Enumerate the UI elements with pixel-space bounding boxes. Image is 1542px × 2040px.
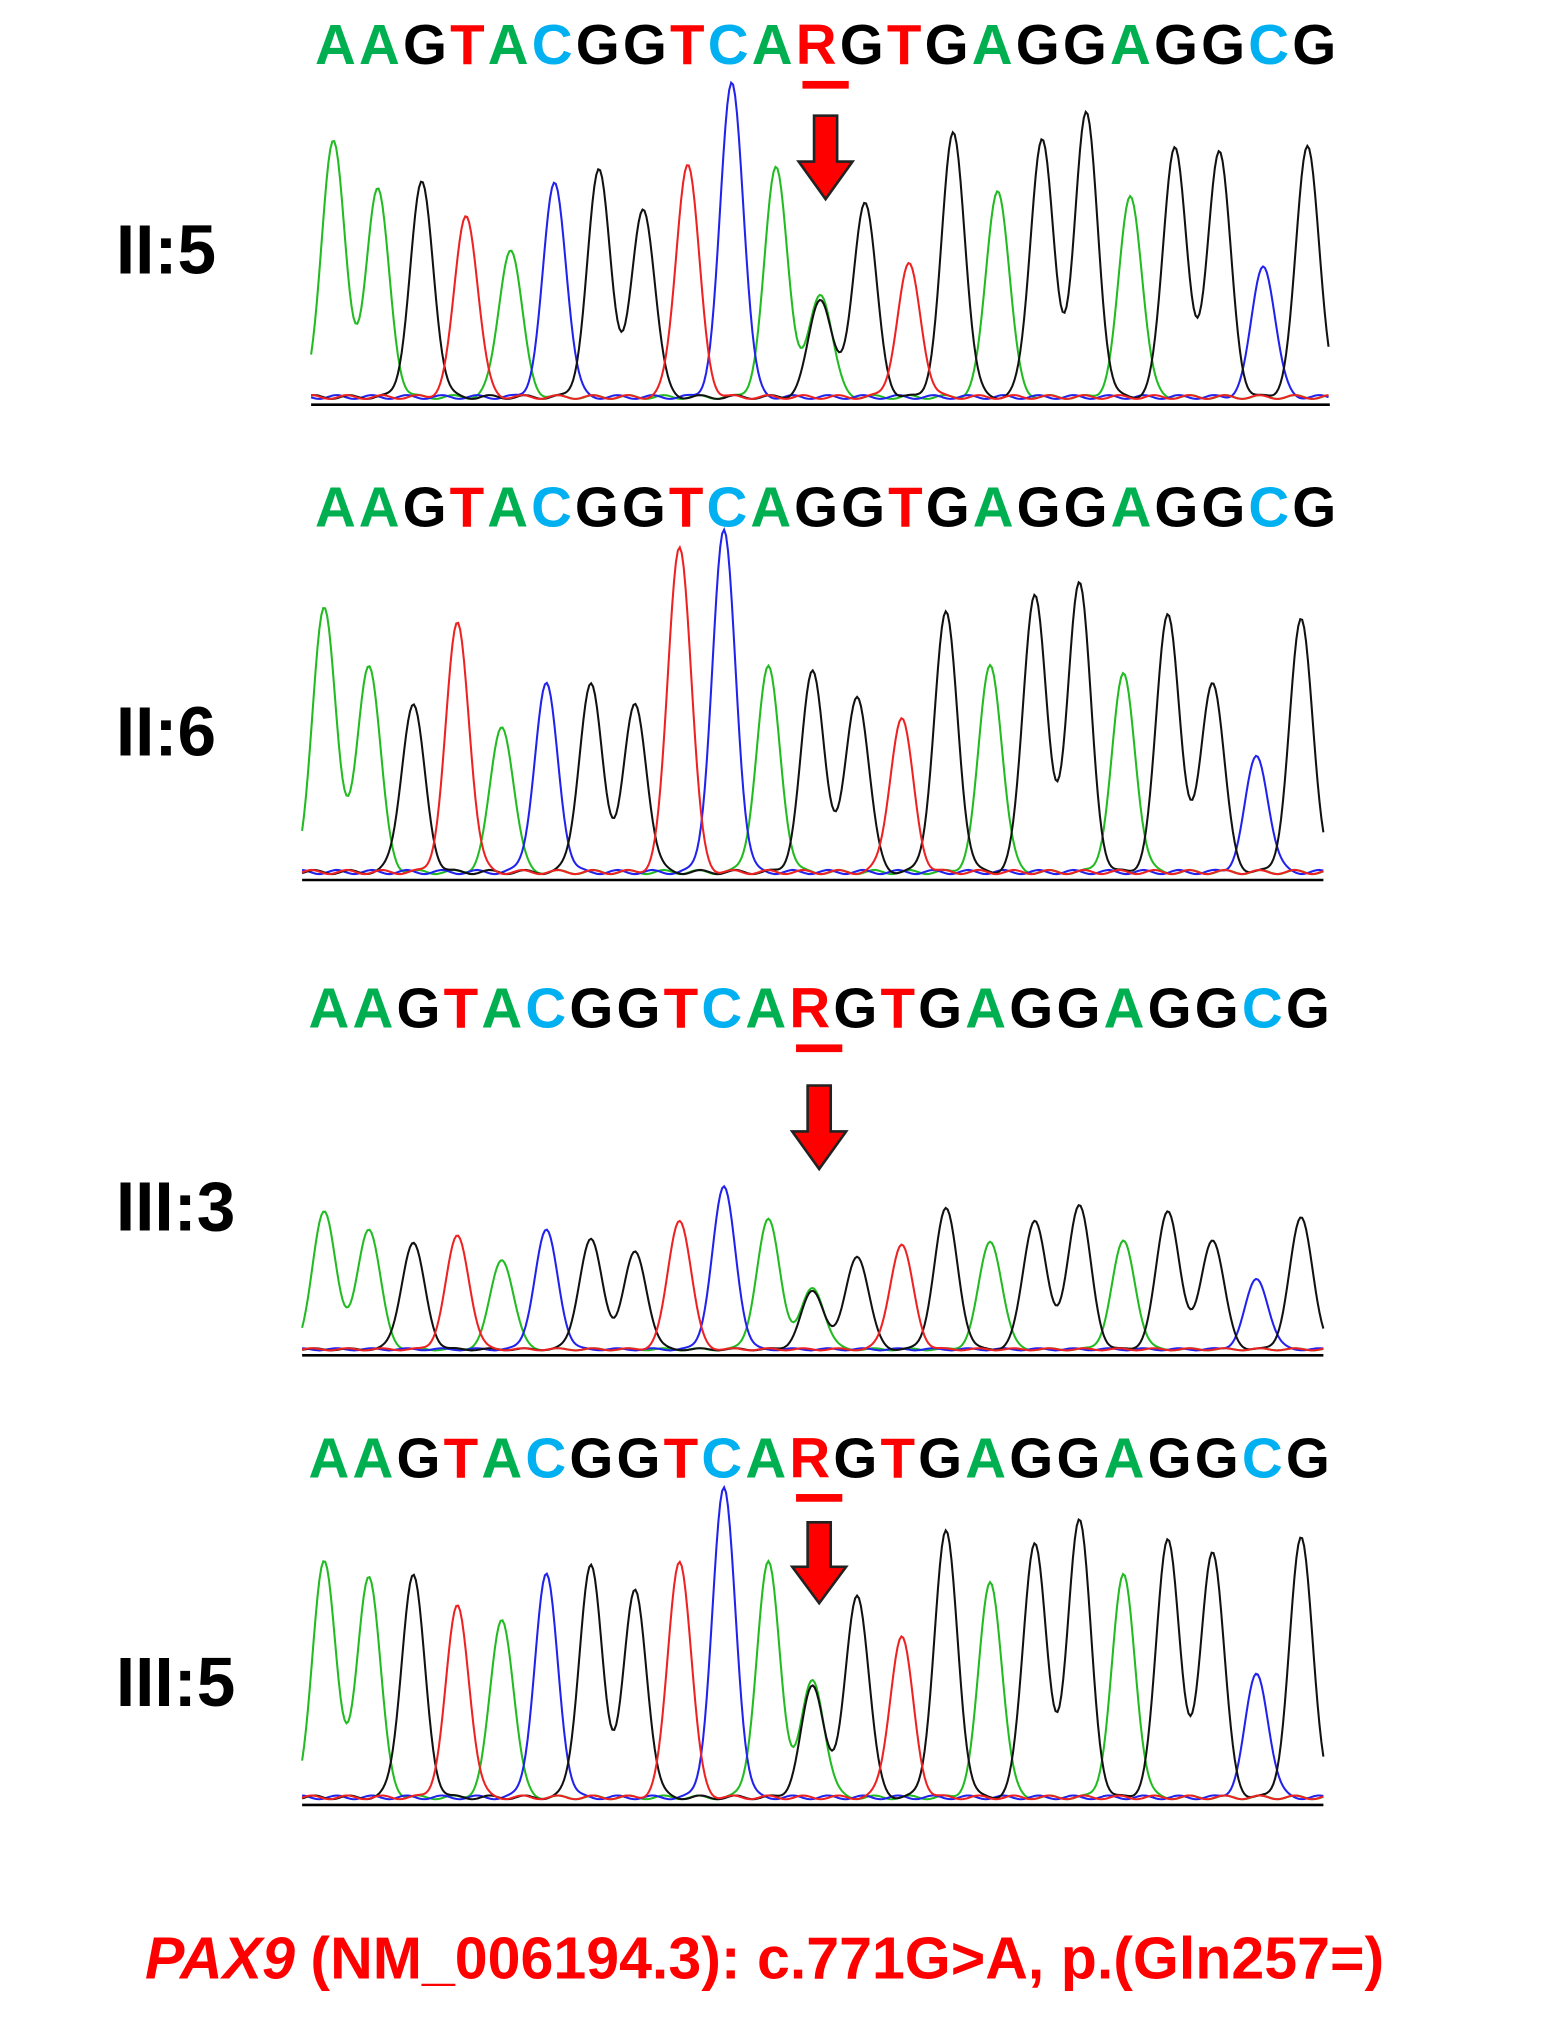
variant-underline: [796, 1044, 843, 1053]
sample-label: II:6: [116, 692, 216, 770]
sequence: AAGTACGGTCARGTGAGGAGGCG: [309, 977, 1330, 1040]
sample-label: III:3: [116, 1168, 235, 1246]
sequence: AAGTACGGTCARGTGAGGAGGCG: [315, 13, 1336, 76]
sample-label: III:5: [116, 1643, 235, 1721]
variant-arrow: [789, 1084, 849, 1172]
trace-t: [311, 164, 1329, 400]
trace-c: [302, 1484, 1324, 1801]
trace-c: [301, 526, 1324, 876]
trace-t: [301, 1559, 1324, 1801]
variant-underline: [796, 1494, 843, 1502]
trace-g: [301, 1517, 1325, 1801]
sample-label: II:5: [116, 211, 216, 289]
trace-g: [301, 1204, 1325, 1352]
trace-c: [310, 80, 1329, 400]
variant-arrow: [796, 114, 856, 202]
trace-g: [310, 109, 1330, 400]
trace-t: [301, 1219, 1324, 1352]
trace-t: [301, 545, 1324, 876]
trace-a: [310, 140, 1329, 400]
gene-name: PAX9: [145, 1925, 295, 1991]
variant-underline: [802, 80, 849, 89]
sequence: AAGTACGGTCARGTGAGGAGGCG: [309, 1426, 1330, 1489]
trace-c: [302, 1184, 1324, 1352]
trace-a: [301, 1210, 1324, 1352]
trace-a: [301, 1559, 1324, 1801]
trace-g: [301, 580, 1325, 876]
variant-text: (NM_006194.3): c.771G>A, p.(Gln257=): [310, 1925, 1384, 1991]
caption: PAX9 (NM_006194.3): c.771G>A, p.(Gln257=): [145, 1925, 1384, 1991]
trace-a: [301, 606, 1324, 876]
variant-arrow: [789, 1521, 849, 1606]
sequence: AAGTACGGTCAGGTGAGGAGGCG: [315, 476, 1336, 539]
